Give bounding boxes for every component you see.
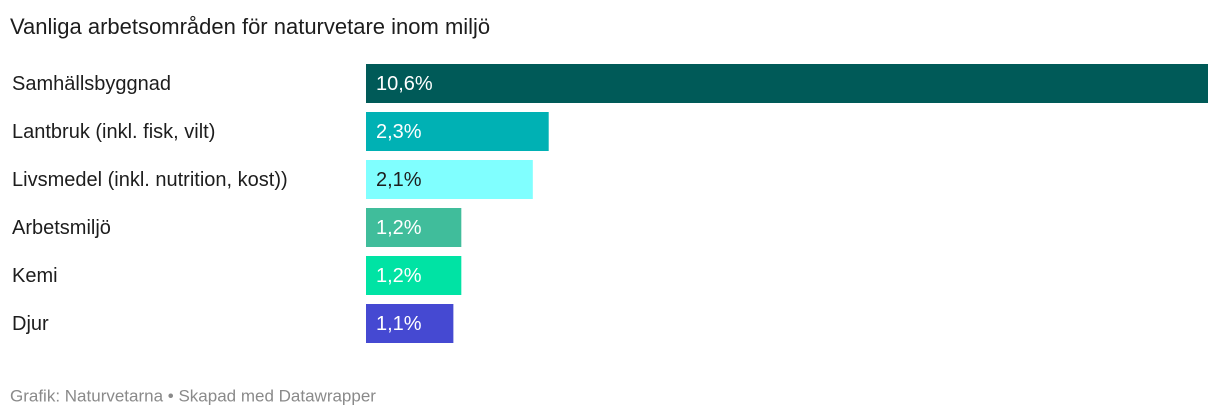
- value-label: 1,2%: [376, 217, 422, 239]
- value-label: 2,1%: [376, 169, 422, 191]
- value-label: 2,3%: [376, 121, 422, 143]
- bar: [366, 208, 462, 247]
- category-label: Lantbruk (inkl. fisk, vilt): [12, 121, 215, 143]
- bar: [366, 256, 462, 295]
- bar: [366, 112, 549, 151]
- bar: [366, 304, 454, 343]
- bar: [366, 64, 1208, 103]
- chart-title: Vanliga arbetsområden för naturvetare in…: [10, 14, 490, 39]
- bar: [366, 160, 533, 199]
- value-label: 10,6%: [376, 73, 433, 95]
- category-label: Samhällsbyggnad: [12, 73, 171, 95]
- category-label: Arbetsmiljö: [12, 217, 111, 239]
- source: Grafik: Naturvetarna • Skapad med Datawr…: [10, 386, 376, 405]
- value-label: 1,1%: [376, 313, 422, 335]
- category-label: Djur: [12, 313, 49, 335]
- value-label: 1,2%: [376, 265, 422, 287]
- category-label: Kemi: [12, 265, 58, 287]
- category-label: Livsmedel (inkl. nutrition, kost)): [12, 169, 288, 191]
